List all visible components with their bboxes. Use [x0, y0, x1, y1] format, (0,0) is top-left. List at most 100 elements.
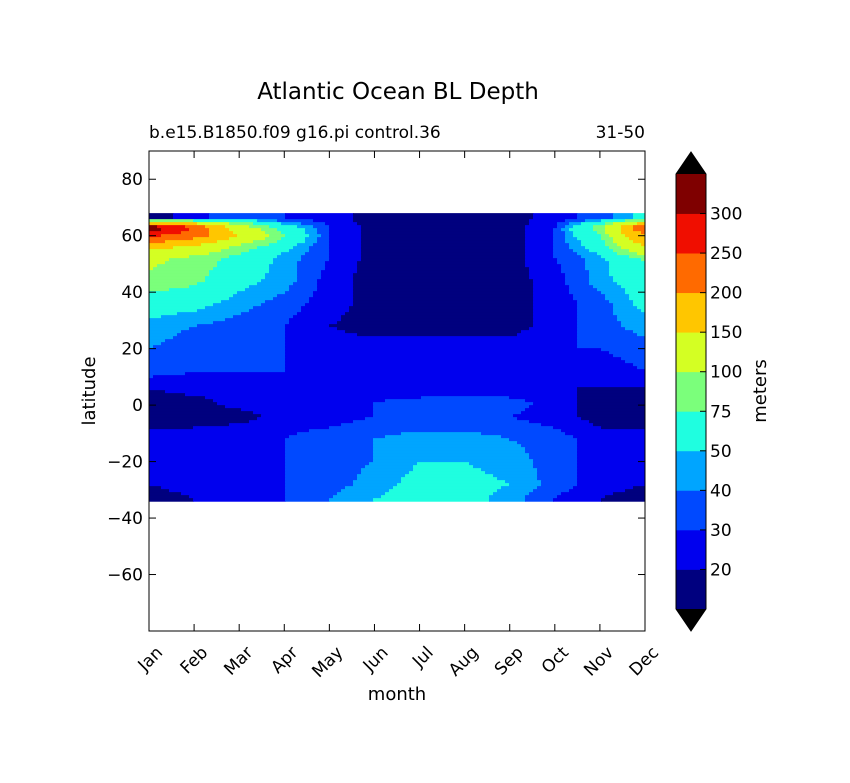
- contour-cell: [189, 495, 286, 499]
- contour-cell: [161, 486, 286, 490]
- contour-cell: [617, 282, 645, 286]
- contour-cell: [229, 228, 262, 232]
- contour-cell: [397, 483, 510, 487]
- contour-cell: [233, 294, 278, 298]
- contour-cell: [149, 285, 190, 289]
- contour-cell: [149, 360, 286, 364]
- contour-cell: [529, 276, 566, 280]
- contour-cell: [529, 219, 566, 223]
- contour-cell: [617, 252, 638, 256]
- contour-cell: [285, 474, 358, 478]
- contour-cell: [169, 288, 246, 292]
- contour-cell: [341, 318, 534, 322]
- contour-cell: [149, 492, 182, 496]
- contour-cell: [297, 225, 314, 229]
- contour-cell: [193, 219, 258, 223]
- colorbar-label: meters: [750, 359, 771, 423]
- contour-cell: [149, 309, 198, 313]
- contour-cell: [565, 225, 574, 229]
- colorbar-segment: [676, 529, 706, 570]
- contour-cell: [249, 225, 270, 229]
- contour-cell: [205, 396, 422, 400]
- contour-cell: [149, 306, 206, 310]
- contour-cell: [613, 213, 634, 217]
- contour-cell: [605, 297, 630, 301]
- contour-cell: [557, 222, 570, 226]
- contour-cell: [285, 291, 314, 295]
- contour-cell: [321, 234, 330, 238]
- contour-cell: [533, 288, 570, 292]
- contour-cell: [353, 273, 530, 277]
- contour-cell: [525, 246, 554, 250]
- contour-cell: [149, 339, 166, 343]
- contour-cell: [301, 258, 330, 262]
- contour-cell: [161, 228, 190, 232]
- contour-cell: [149, 384, 645, 388]
- contour-cell: [577, 459, 645, 463]
- contour-cell: [421, 396, 510, 400]
- contour-cell: [149, 354, 286, 358]
- contour-cell: [149, 279, 206, 283]
- contour-cell: [417, 462, 470, 466]
- contour-cell: [357, 264, 526, 268]
- contour-cell: [269, 243, 298, 247]
- contour-cell: [573, 297, 606, 301]
- contour-cell: [529, 222, 558, 226]
- contour-cell: [621, 321, 645, 325]
- contour-cell: [533, 303, 578, 307]
- contour-cell: [237, 291, 286, 295]
- contour-cell: [577, 441, 645, 445]
- contour-cell: [149, 462, 286, 466]
- contour-cell: [577, 402, 645, 406]
- contour-cell: [149, 459, 286, 463]
- contour-cell: [149, 411, 254, 415]
- contour-cell: [285, 327, 338, 331]
- contour-cell: [261, 279, 298, 283]
- contour-cell: [577, 471, 645, 475]
- contour-cell: [209, 270, 270, 274]
- contour-cell: [357, 333, 518, 337]
- contour-cell: [593, 228, 606, 232]
- contour-cell: [285, 333, 358, 337]
- contour-cell: [285, 441, 374, 445]
- contour-cell: [597, 288, 626, 292]
- contour-cell: [525, 408, 578, 412]
- contour-cell: [533, 315, 578, 319]
- contour-cell: [553, 498, 602, 502]
- contour-cell: [285, 492, 338, 496]
- contour-cell: [181, 330, 286, 334]
- contour-cell: [353, 291, 534, 295]
- contour-cell: [589, 270, 610, 274]
- contour-cell: [241, 408, 374, 412]
- contour-cell: [197, 282, 258, 286]
- contour-cell: [361, 246, 526, 250]
- contour-cell: [285, 330, 346, 334]
- contour-cell: [601, 255, 630, 259]
- contour-cell: [249, 285, 290, 289]
- contour-cell: [589, 420, 645, 424]
- contour-cell: [153, 345, 286, 349]
- contour-cell: [285, 462, 370, 466]
- contour-cell: [149, 222, 198, 226]
- contour-cell: [617, 315, 645, 319]
- contour-cell: [553, 231, 566, 235]
- contour-cell: [289, 249, 310, 253]
- contour-cell: [181, 231, 210, 235]
- contour-cell: [577, 468, 645, 472]
- contour-cell: [557, 261, 586, 265]
- contour-cell: [213, 399, 386, 403]
- contour-cell: [345, 330, 522, 334]
- contour-cell: [557, 495, 606, 499]
- contour-cell: [577, 312, 614, 316]
- contour-cell: [393, 486, 502, 490]
- contour-cell: [529, 270, 562, 274]
- contour-cell: [329, 252, 362, 256]
- contour-cell: [361, 231, 526, 235]
- colorbar-segment: [676, 411, 706, 452]
- contour-cell: [577, 309, 614, 313]
- contour-cell: [313, 291, 354, 295]
- contour-cell: [329, 498, 374, 502]
- contour-cell: [597, 231, 606, 235]
- contour-cell: [301, 309, 350, 313]
- contour-cell: [577, 327, 626, 331]
